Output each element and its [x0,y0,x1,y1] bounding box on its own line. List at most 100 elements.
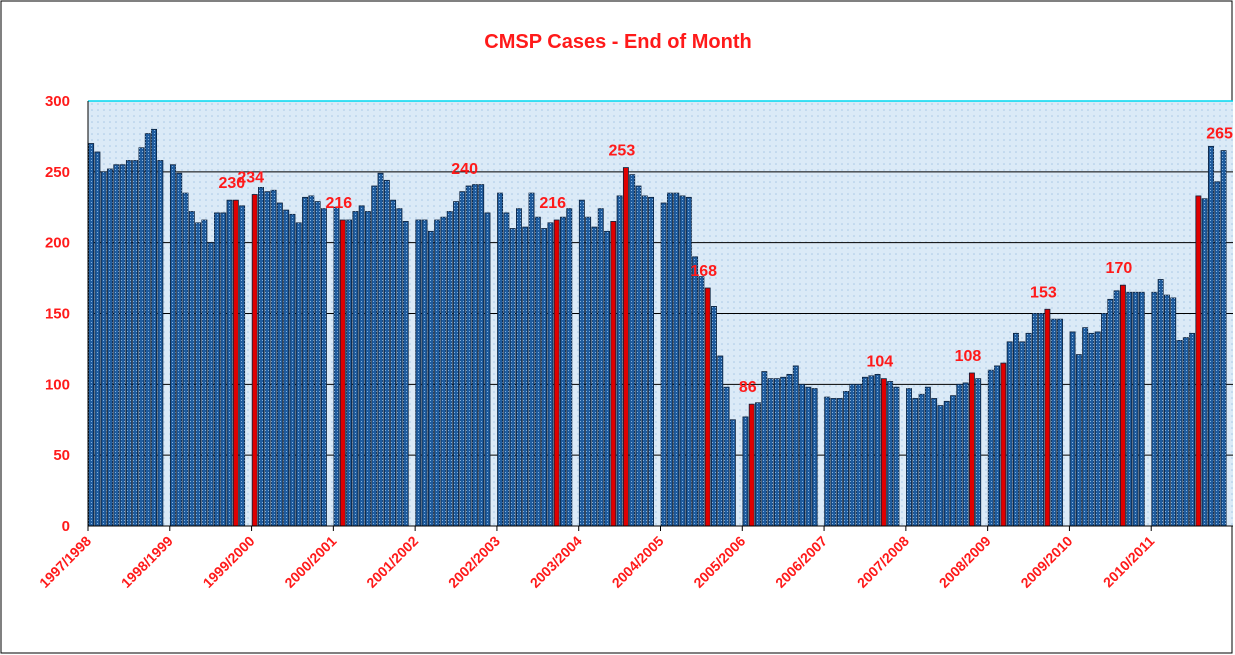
bar-texture [1088,333,1094,526]
bar-texture [497,193,503,527]
bar-texture [1070,331,1076,526]
bar-texture [988,370,994,526]
bar-texture [994,365,1000,526]
bar-texture [799,384,805,526]
bar-texture [176,173,182,526]
bar-texture [120,164,126,526]
bar-texture [768,378,774,526]
bar-texture [717,356,723,526]
data-label: 216 [325,195,352,212]
bar-texture [849,384,855,526]
data-label: 216 [539,195,566,212]
bar-texture [566,208,572,526]
bar-texture [396,208,402,526]
bar-texture [528,193,535,527]
bar-texture [830,398,837,526]
bar-texture [780,377,786,526]
y-tick-label: 200 [45,235,70,252]
bar [1000,362,1007,527]
bar-texture [1202,198,1208,526]
bar-texture [875,374,881,526]
bar-texture [1107,299,1113,526]
bar-texture [1189,333,1195,526]
bar [232,199,239,527]
bar-texture [434,220,440,526]
bar-texture [541,228,547,526]
data-label: 104 [866,354,893,371]
bar-texture [742,416,748,526]
bar-texture [321,208,327,526]
y-tick-label: 300 [45,93,70,110]
bar-texture [1032,313,1038,526]
bar-texture [1051,319,1057,526]
bar-texture [1214,181,1220,526]
bar-texture [698,276,704,526]
bar-texture [1101,313,1107,526]
bar-texture [950,395,956,526]
bar-texture [503,212,509,526]
bar-texture [359,205,365,527]
bar-texture [302,197,308,527]
bar-texture [440,217,446,526]
bar-texture [1038,313,1044,526]
bar-texture [289,214,296,527]
bar-texture [944,401,950,526]
data-label: 265 [1206,126,1233,143]
bar-texture [453,201,459,527]
bar-texture [151,129,157,527]
bar-texture [182,193,189,527]
bar-texture [1183,337,1189,526]
bar-texture [805,387,811,526]
y-tick-label: 50 [53,447,70,464]
bar-texture [956,384,962,526]
bar-texture [1132,292,1139,526]
bar-texture [812,388,818,526]
bar-texture [919,394,925,526]
bar-texture [1139,292,1145,526]
bar-texture [1095,331,1101,526]
y-tick-label: 250 [45,164,70,181]
bar-texture [843,391,849,526]
bar-texture [472,184,478,527]
bar-texture [579,200,585,526]
bar-texture [937,405,944,526]
bar-texture [730,419,736,526]
bar-texture [1025,333,1032,526]
bar-texture [629,174,635,526]
bar-texture [377,173,384,526]
bar-texture [1007,341,1013,526]
bar-texture [201,220,207,526]
bar-texture [478,184,484,527]
bar-texture [648,197,654,527]
bar-texture [912,398,918,526]
bar-texture [1170,297,1176,526]
bar-texture [679,195,686,526]
bar-texture [189,211,195,526]
bar-texture [170,164,176,526]
bar-texture [591,227,597,527]
bar-texture [88,143,94,526]
bar-texture [642,195,648,526]
bar-texture [415,220,421,526]
bar-texture [856,384,862,526]
bar-texture [371,186,377,526]
bar-texture [868,375,874,526]
bar-texture [239,205,245,527]
data-label: 86 [739,379,757,396]
data-label: 253 [609,143,636,160]
bar [1195,195,1202,527]
bar-texture [346,220,352,526]
y-tick-label: 100 [45,376,70,393]
data-label: 230 [218,175,245,192]
bar-texture [673,193,679,527]
bar-texture [724,387,730,526]
bar-texture [824,397,830,526]
bar-texture [1151,292,1157,526]
bar-texture [107,169,113,526]
bar-texture [220,212,226,526]
bar-texture [428,231,434,527]
bar-texture [1114,290,1120,526]
bar [748,403,755,527]
bar-texture [195,222,201,527]
